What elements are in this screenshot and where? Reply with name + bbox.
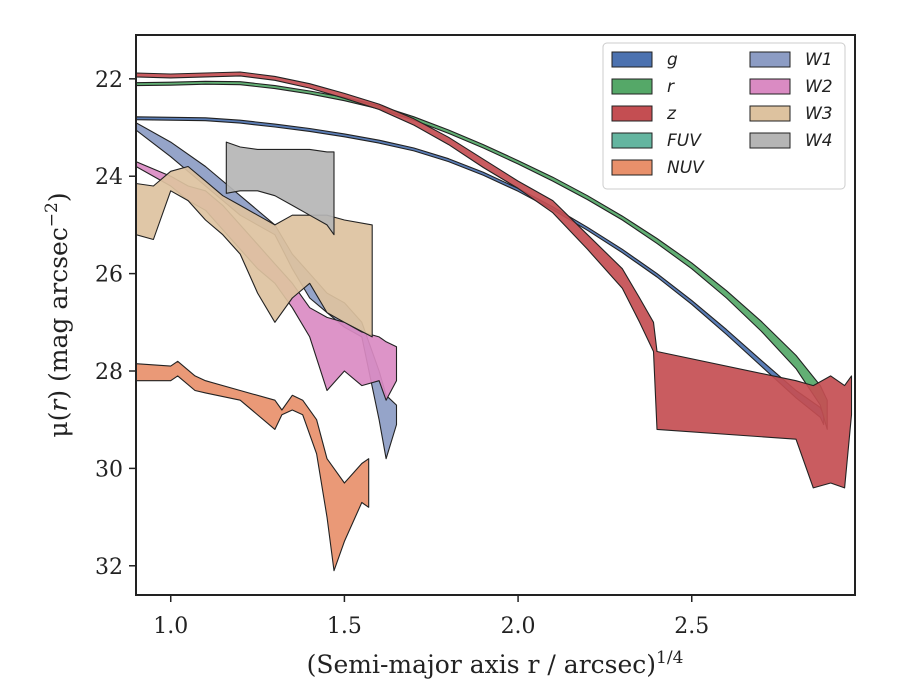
legend-label: z (666, 104, 677, 124)
x-tick-label: 2.0 (501, 614, 536, 639)
y-tick-label: 22 (95, 68, 123, 93)
legend-entry-w2: W2 (749, 77, 833, 97)
legend-label: W3 (805, 104, 833, 124)
legend-label: r (667, 77, 675, 97)
ticks-layer: 1.0 1.5 2.0 2.5 22 24 26 28 30 32 (95, 68, 709, 639)
legend-entry-w1: W1 (749, 50, 833, 70)
legend-entry-fuv: FUV (611, 131, 702, 151)
legend-swatch (749, 78, 791, 95)
legend-swatch (611, 105, 653, 122)
y-tick-label: 24 (95, 165, 123, 190)
x-tick-label: 1.5 (327, 614, 362, 639)
legend-label: W1 (805, 50, 833, 70)
x-tick-label: 2.5 (674, 614, 709, 639)
series-band-w4 (225, 141, 335, 236)
y-tick-label: 30 (95, 457, 123, 482)
x-tick-label: 1.0 (153, 614, 188, 639)
legend-entry-w3: W3 (749, 104, 833, 124)
legend-label: W4 (805, 131, 833, 151)
series-layer (136, 71, 853, 572)
legend-swatch (749, 105, 791, 122)
y-tick-label: 32 (95, 555, 123, 580)
legend-entry-nuv: NUV (611, 158, 705, 178)
legend: grz FUV NUV W1 W2 W3 W4 (602, 42, 846, 190)
legend-entry-w4: W4 (749, 131, 833, 151)
legend-swatch (749, 132, 791, 149)
legend-swatch (611, 132, 653, 149)
legend-entry-z: z (611, 104, 677, 124)
y-tick-label: 28 (95, 360, 123, 385)
legend-entry-g: g (611, 50, 678, 70)
legend-swatch (749, 51, 791, 68)
y-tick-label: 26 (95, 263, 123, 288)
y-axis-label: μ(r) (mag arcsec−2) (42, 192, 73, 437)
legend-label: NUV (667, 158, 705, 178)
legend-label: FUV (667, 131, 702, 151)
legend-swatch (611, 78, 653, 95)
series-band-z (136, 71, 853, 489)
plot-frame (135, 34, 856, 596)
legend-swatch (611, 159, 653, 176)
series-band-w3 (136, 165, 373, 338)
legend-label: W2 (805, 77, 833, 97)
legend-entry-r: r (611, 77, 675, 97)
series-band-nuv (136, 360, 370, 572)
x-axis-label: (Semi-major axis r / arcsec)1/4 (307, 648, 684, 679)
legend-swatch (611, 51, 653, 68)
legend-label: g (667, 50, 678, 70)
